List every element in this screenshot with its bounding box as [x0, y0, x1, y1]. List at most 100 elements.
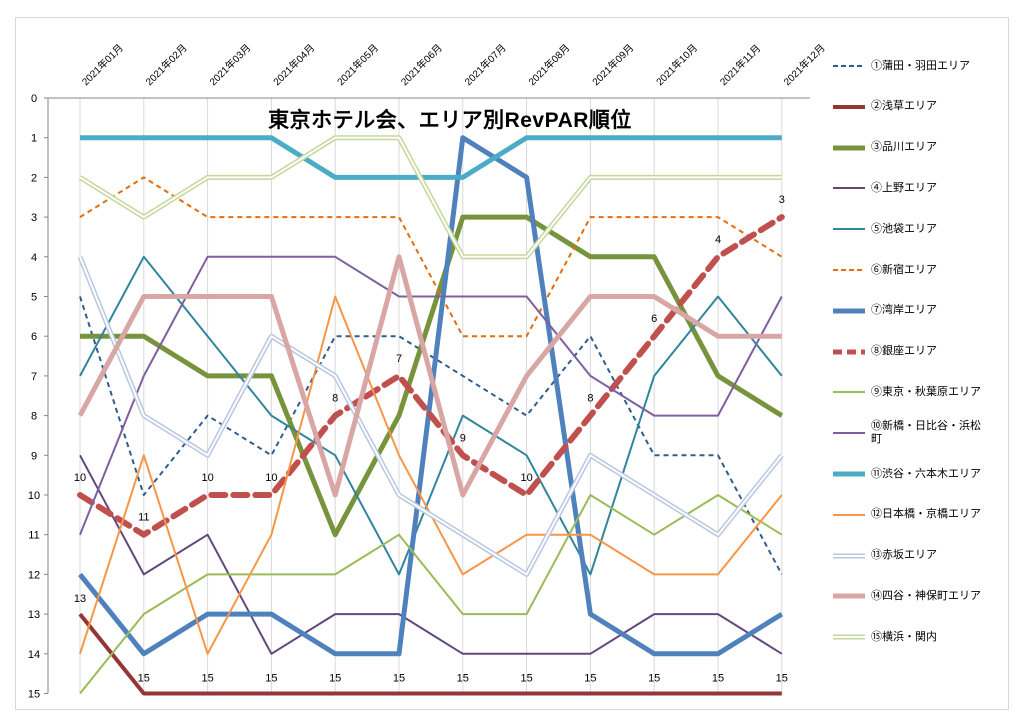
y-tick-label: 9 [31, 450, 37, 462]
legend-swatch [833, 471, 865, 477]
data-label-asakusa: 13 [74, 593, 86, 605]
y-tick-label: 5 [31, 292, 37, 304]
legend-swatch [833, 593, 865, 599]
y-tick-label: 13 [28, 609, 40, 621]
y-tick-label: 1 [31, 133, 37, 145]
data-label-ginza: 7 [396, 353, 402, 365]
legend-item: ⑧銀座エリア [832, 342, 986, 362]
data-label-ginza: 10 [265, 472, 277, 484]
legend-label: ⑮横浜・関内 [871, 630, 937, 643]
x-tick-label: 2021年01月 [79, 41, 126, 88]
legend-item: ⑭四谷・神保町エリア [832, 586, 986, 606]
series-line-14 [77, 254, 782, 498]
legend-swatch [833, 391, 865, 394]
legend-item: ④上野エリア [832, 178, 986, 198]
x-tick-label: 2021年03月 [207, 41, 254, 88]
data-label-ginza: 4 [715, 234, 721, 246]
series-line-15-inner [79, 136, 782, 258]
y-tick-label: 10 [28, 490, 40, 502]
x-tick-label: 2021年07月 [462, 41, 509, 88]
legend-swatch [833, 145, 865, 151]
data-label-asakusa: 15 [520, 673, 532, 685]
y-tick-label: 0 [31, 93, 37, 105]
legend-label: ⑪渋谷・六本木エリア [871, 467, 981, 480]
legend-item: ⑫日本橋・京橋エリア [832, 505, 986, 525]
legend-item: ⑬赤坂エリア [832, 546, 986, 566]
series-line-11 [80, 135, 782, 180]
legend-item: ⑤池袋エリア [832, 219, 986, 239]
legend-swatch [833, 228, 865, 231]
y-tick-label: 3 [31, 212, 37, 224]
legend-label: ⑤池袋エリア [871, 222, 937, 235]
legend-swatch [833, 308, 865, 314]
data-label-ginza: 10 [520, 472, 532, 484]
data-label-ginza: 10 [201, 472, 213, 484]
y-tick-label: 6 [31, 331, 37, 343]
chart-title: 東京ホテル会、エリア別RevPAR順位 [268, 109, 632, 132]
legend-label: ⑬赤坂エリア [871, 549, 937, 562]
y-tick-label: 4 [31, 252, 37, 264]
data-label-ginza: 3 [779, 194, 785, 206]
y-tick-label: 11 [28, 530, 39, 542]
legend-item: ⑩新橋・日比谷・浜松町 [832, 420, 986, 446]
series-line-12 [79, 295, 783, 655]
data-label-asakusa: 15 [776, 673, 788, 685]
legend-swatch [833, 65, 865, 67]
series-line-8 [77, 214, 785, 538]
legend-label: ⑧銀座エリア [871, 345, 937, 358]
legend-label: ⑫日本橋・京橋エリア [871, 508, 981, 521]
data-label-ginza: 9 [460, 432, 466, 444]
legend-label: ⑥新宿エリア [871, 263, 937, 276]
series-line-2 [78, 612, 782, 696]
series-line-5 [79, 255, 783, 576]
legend-item: ⑪渋谷・六本木エリア [832, 464, 986, 484]
legend-label: ⑦湾岸エリア [871, 304, 937, 317]
data-label-ginza: 6 [651, 313, 657, 325]
legend-swatch [833, 104, 865, 109]
y-tick-label: 12 [28, 569, 40, 581]
x-tick-label: 2021年02月 [143, 41, 190, 88]
legend-swatch [833, 269, 865, 271]
legend-label: ⑩新橋・日比谷・浜松町 [871, 420, 981, 446]
data-label-ginza: 10 [74, 472, 86, 484]
series-line-3 [80, 214, 784, 538]
y-tick-label: 8 [31, 411, 37, 423]
chart-frame [15, 17, 1009, 710]
data-label-ginza: 8 [332, 393, 338, 405]
legend-swatch [833, 553, 865, 559]
legend-swatch [833, 349, 865, 355]
x-tick-label: 2021年09月 [589, 41, 636, 88]
x-tick-label: 2021年12月 [781, 41, 828, 88]
legend-item: ⑨東京・秋葉原エリア [832, 382, 986, 402]
data-label-asakusa: 15 [457, 673, 469, 685]
data-label-asakusa: 15 [138, 673, 150, 685]
x-tick-label: 2021年11月 [717, 42, 763, 88]
legend-label: ④上野エリア [871, 181, 937, 194]
legend-item: ②浅草エリア [832, 97, 986, 117]
data-label-asakusa: 15 [393, 673, 405, 685]
x-tick-label: 2021年05月 [334, 41, 381, 88]
data-label-asakusa: 15 [265, 673, 277, 685]
data-label-asakusa: 15 [648, 673, 660, 685]
data-label-asakusa: 15 [329, 673, 341, 685]
legend-label: ⑨東京・秋葉原エリア [871, 385, 981, 398]
legend-item: ⑥新宿エリア [832, 260, 986, 280]
x-tick-label: 2021年10月 [653, 41, 700, 88]
series-line-13-inner [79, 256, 783, 576]
y-tick-label: 14 [28, 649, 40, 661]
legend-item: ⑮横浜・関内 [832, 627, 986, 647]
legend-item: ①蒲田・羽田エリア [832, 56, 986, 76]
y-tick-label: 7 [31, 371, 37, 383]
data-label-asakusa: 15 [584, 673, 596, 685]
legend-item: ③品川エリア [832, 138, 986, 158]
x-tick-label: 2021年08月 [526, 41, 573, 88]
series-line-4 [79, 454, 783, 655]
legend-swatch [833, 187, 865, 190]
legend-label: ⑭四谷・神保町エリア [871, 589, 981, 602]
series-line-1 [79, 296, 783, 575]
legend-label: ①蒲田・羽田エリア [871, 59, 970, 72]
legend-swatch [833, 513, 865, 516]
series-line-6 [79, 176, 783, 338]
legend-item: ⑦湾岸エリア [832, 301, 986, 321]
